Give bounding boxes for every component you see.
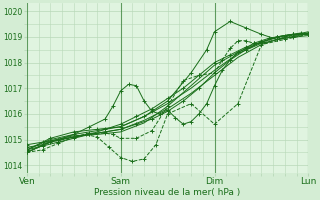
X-axis label: Pression niveau de la mer( hPa ): Pression niveau de la mer( hPa ) (94, 188, 241, 197)
